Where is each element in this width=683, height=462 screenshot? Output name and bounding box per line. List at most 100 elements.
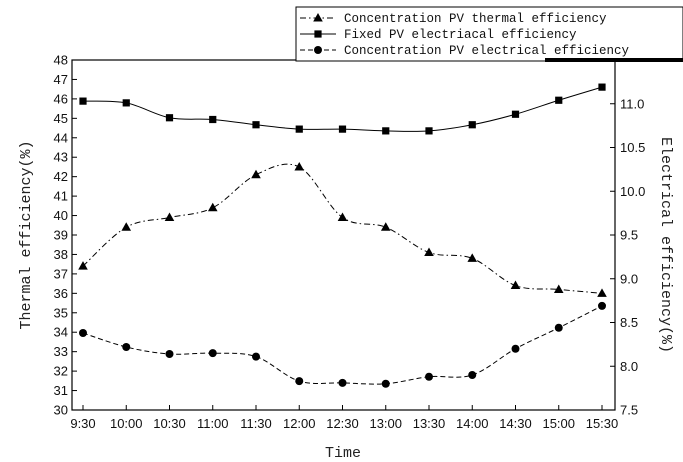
x-tick-label: 11:30 [240,416,272,431]
data-point-thermal [510,280,521,290]
data-point-fixed [165,114,174,122]
left-tick-label: 39 [54,228,68,243]
right-tick-label: 10.5 [620,140,645,155]
left-tick-label: 33 [54,344,68,359]
left-tick-label: 47 [54,72,68,87]
series-thermal [78,161,607,297]
data-point-thermal [121,222,132,231]
left-tick-label: 45 [54,111,68,126]
left-tick-label: 34 [54,325,68,340]
series-line-fixed [82,86,603,132]
x-tick-label: 11:00 [197,416,229,431]
data-point-concentration [165,350,174,358]
data-point-concentration [425,372,433,381]
data-point-thermal [380,222,391,231]
data-point-fixed [209,115,217,124]
x-tick-label: 10:30 [153,416,186,431]
left-tick-label: 40 [54,208,68,223]
legend-marker-concentration [314,46,322,54]
data-point-concentration [468,371,477,379]
data-point-concentration [252,352,260,361]
data-point-thermal [164,212,175,221]
x-tick-label: 9:30 [70,416,95,431]
left-tick-label: 48 [54,53,68,68]
left-tick-label: 43 [54,150,68,165]
left-tick-label: 44 [54,130,68,145]
left-tick-label: 41 [54,189,68,204]
data-point-thermal [78,261,88,270]
data-point-concentration [79,329,87,337]
right-tick-label: 11.0 [620,96,644,111]
data-point-fixed [382,127,390,135]
right-tick-label: 7.5 [620,403,638,418]
data-point-thermal [337,212,348,221]
left-tick-label: 36 [54,286,68,301]
x-tick-label: 13:30 [413,416,446,431]
data-point-thermal [251,169,261,179]
x-tick-label: 12:00 [283,416,316,431]
data-point-thermal [294,161,305,171]
right-tick-label: 9.5 [620,228,638,243]
series-line-concentration [82,305,603,385]
data-point-fixed [555,96,563,104]
x-tick-label: 10:00 [110,416,143,431]
right-tick-label: 8.5 [620,315,638,330]
left-tick-label: 37 [54,266,68,281]
data-point-concentration [338,378,347,387]
right-axis-title: Electrical efficiency(%) [657,137,674,353]
legend-marker-fixed [314,30,322,38]
data-point-concentration [554,323,563,332]
data-point-concentration [295,377,304,386]
series-layer [78,83,607,388]
left-tick-label: 42 [54,169,68,184]
x-tick-label: 15:30 [586,416,619,431]
x-tick-label: 13:00 [369,416,402,431]
left-tick-label: 35 [54,305,68,320]
data-point-fixed [79,97,87,105]
left-tick-label: 31 [54,383,68,398]
x-tick-label: 14:30 [499,416,532,431]
data-point-thermal [424,247,434,256]
data-point-thermal [597,288,607,297]
left-tick-label: 38 [54,247,68,262]
left-tick-label: 30 [54,403,68,418]
data-point-concentration [208,349,217,358]
x-axis-title: Time [325,445,361,462]
data-point-fixed [425,127,433,135]
series-concentration [79,301,606,388]
data-point-fixed [338,125,347,133]
data-point-fixed [511,110,520,118]
legend-bottom-bar [545,58,683,62]
left-tick-label: 46 [54,91,68,106]
data-point-concentration [122,343,131,351]
x-tick-label: 15:00 [542,416,575,431]
legend-box [295,6,683,62]
legend-label-concentration: Concentration PV electrical efficiency [344,44,630,58]
data-point-fixed [252,121,260,129]
left-axis-ticks: 30 31 32 33 34 35 36 37 38 39 40 41 42 43 44 45 46 47 48 [54,53,77,418]
data-point-thermal [467,253,478,262]
left-axis-title: Thermal efficiency(%) [18,140,35,329]
series-line-thermal [82,163,603,294]
data-point-fixed [122,99,130,107]
data-point-concentration [511,344,520,353]
data-point-concentration [598,301,606,310]
x-tick-label: 12:30 [326,416,359,431]
right-tick-label: 9.0 [620,271,638,286]
right-axis-ticks: 7.5 8.0 8.5 9.0 9.5 10.0 10.5 11.0 [610,96,645,418]
data-point-fixed [468,121,476,129]
data-point-thermal [553,284,564,293]
right-tick-label: 10.0 [620,184,645,199]
legend-label-thermal: Concentration PV thermal efficiency [344,12,607,26]
x-tick-label: 14:00 [456,416,489,431]
data-point-fixed [295,125,303,133]
legend-marker-thermal [313,13,323,22]
data-point-fixed [598,83,606,91]
series-fixed [79,83,606,135]
legend-label-fixed: Fixed PV electriacal efficiency [344,28,577,42]
x-axis-ticks: 9:30 10:00 10:30 11:00 11:30 12:00 12:30 13:00 1… [70,405,618,431]
legend: Concentration PV thermal efficiency Fixed… [295,6,683,62]
right-tick-label: 8.0 [620,359,638,374]
data-point-thermal [207,202,218,212]
